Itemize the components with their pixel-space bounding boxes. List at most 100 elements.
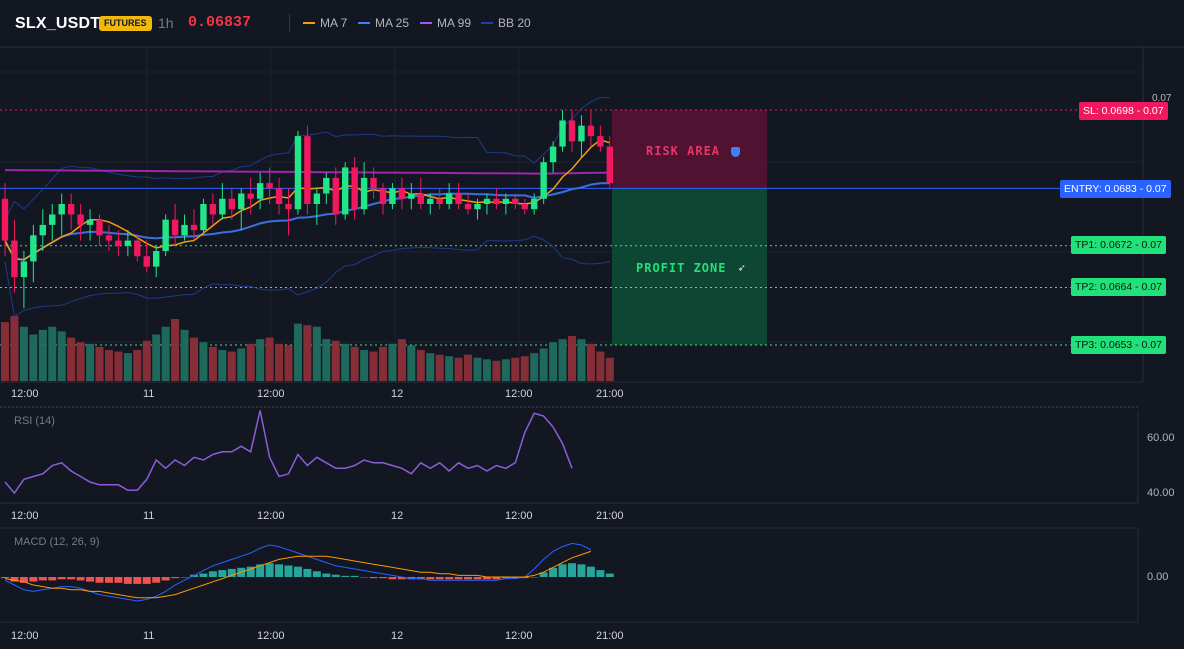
time-label: 11: [143, 510, 155, 522]
time-label: 12:00: [257, 510, 285, 522]
tp3-level-tag[interactable]: TP3: 0.0653 - 0.07: [1071, 336, 1166, 354]
signal-line: [4, 550, 592, 599]
candle-body: [370, 177, 377, 189]
volume-bar: [57, 331, 66, 381]
candle-body: [512, 198, 519, 204]
volume-bar: [246, 343, 255, 381]
candle-body: [67, 204, 75, 215]
rsi-title: RSI (14): [14, 415, 55, 427]
candle-body: [30, 235, 37, 262]
legend-swatch: [420, 22, 432, 24]
macd-histogram-bar: [331, 574, 340, 577]
candle-body: [58, 204, 65, 215]
legend-ma7[interactable]: MA 7: [303, 16, 347, 30]
candle-body: [39, 224, 46, 236]
macd-histogram-bar: [265, 563, 274, 577]
macd-histogram-bar: [1, 577, 9, 579]
volume-bar: [379, 346, 387, 381]
candle-body: [162, 219, 169, 251]
macd-histogram-bar: [199, 573, 208, 577]
tp1-level-tag[interactable]: TP1: 0.0672 - 0.07: [1071, 236, 1166, 254]
macd-histogram-bar: [142, 577, 151, 584]
volume-bar: [454, 357, 463, 381]
candle-body: [323, 177, 330, 194]
legend-swatch: [481, 22, 493, 24]
volume-bar: [190, 337, 198, 381]
macd-histogram-bar: [388, 577, 397, 580]
macd-histogram-bar: [379, 577, 387, 579]
macd-histogram-bar: [520, 577, 529, 579]
macd-histogram-bar: [95, 577, 104, 583]
volume-bar: [530, 353, 539, 381]
candle-body: [521, 204, 528, 210]
macd-histogram-bar: [275, 564, 284, 577]
candle-body: [408, 193, 415, 199]
candle-body: [77, 214, 84, 225]
candle-body: [332, 177, 339, 215]
volume-bar: [86, 343, 95, 381]
volume-bar: [407, 345, 416, 381]
timeframe-selector[interactable]: 1h: [158, 15, 174, 31]
tp2-level-tag[interactable]: TP2: 0.0664 - 0.07: [1071, 278, 1166, 296]
sl-level-tag[interactable]: SL: 0.0698 - 0.07: [1079, 102, 1168, 120]
legend-ma99[interactable]: MA 99: [420, 16, 471, 30]
macd-histogram-bar: [161, 577, 170, 581]
macd-histogram-bar: [67, 577, 76, 580]
candle-body: [474, 204, 481, 210]
macd-histogram-bar: [416, 577, 425, 580]
volume-bar: [76, 342, 85, 381]
volume-bar: [558, 339, 567, 381]
rsi-axis-label-60: 60.00: [1147, 432, 1175, 444]
macd-histogram-bar: [114, 577, 123, 583]
volume-bar: [331, 340, 340, 381]
volume-bar: [435, 354, 444, 381]
candle-body: [531, 198, 538, 210]
macd-histogram-bar: [237, 567, 246, 577]
candle-body: [20, 261, 28, 278]
macd-histogram-bar: [605, 573, 614, 577]
legend-label: MA 25: [375, 16, 410, 30]
candle-body: [304, 136, 311, 204]
macd-histogram-bar: [208, 571, 217, 577]
volume-bar: [133, 350, 142, 381]
volume-bar: [577, 339, 586, 381]
macd-histogram-bar: [492, 577, 501, 580]
shield-icon: [731, 146, 741, 157]
legend-ma25[interactable]: MA 25: [358, 16, 409, 30]
legend-swatch: [303, 22, 315, 24]
candle-body: [587, 125, 595, 137]
candle-body: [96, 219, 103, 236]
volume-bar: [473, 357, 482, 381]
candle-body: [153, 251, 160, 267]
macd-histogram-bar: [19, 577, 28, 583]
futures-badge: FUTURES: [99, 16, 152, 31]
volume-bar: [48, 326, 57, 381]
candle-body: [483, 198, 491, 204]
volume-bar: [10, 315, 19, 381]
volume-bar: [67, 337, 76, 381]
macd-histogram-bar: [171, 577, 180, 579]
volume-bar: [492, 360, 501, 381]
candle-body: [171, 219, 179, 236]
symbol-name[interactable]: SLX_USDT: [15, 15, 101, 32]
macd-histogram-bar: [104, 577, 113, 583]
candle-body: [568, 120, 576, 142]
volume-bar: [95, 346, 104, 381]
macd-histogram-bar: [48, 577, 57, 581]
candle-body: [285, 204, 292, 210]
risk-area-text: RISK AREA: [646, 144, 721, 158]
macd-histogram-bar: [530, 577, 539, 578]
volume-bar: [312, 326, 321, 381]
macd-histogram-bar: [501, 577, 510, 579]
risk-area-label: RISK AREA: [646, 144, 741, 158]
legend-bb20[interactable]: BB 20: [481, 16, 531, 30]
candle-body: [436, 198, 443, 204]
volume-bar: [293, 323, 302, 381]
profit-zone-text: PROFIT ZONE: [636, 261, 727, 275]
candle-body: [493, 198, 500, 204]
candle-body: [115, 240, 122, 246]
candle-body: [455, 193, 462, 204]
candle-body: [294, 136, 302, 210]
entry-level-tag[interactable]: ENTRY: 0.0683 - 0.07: [1060, 180, 1171, 198]
